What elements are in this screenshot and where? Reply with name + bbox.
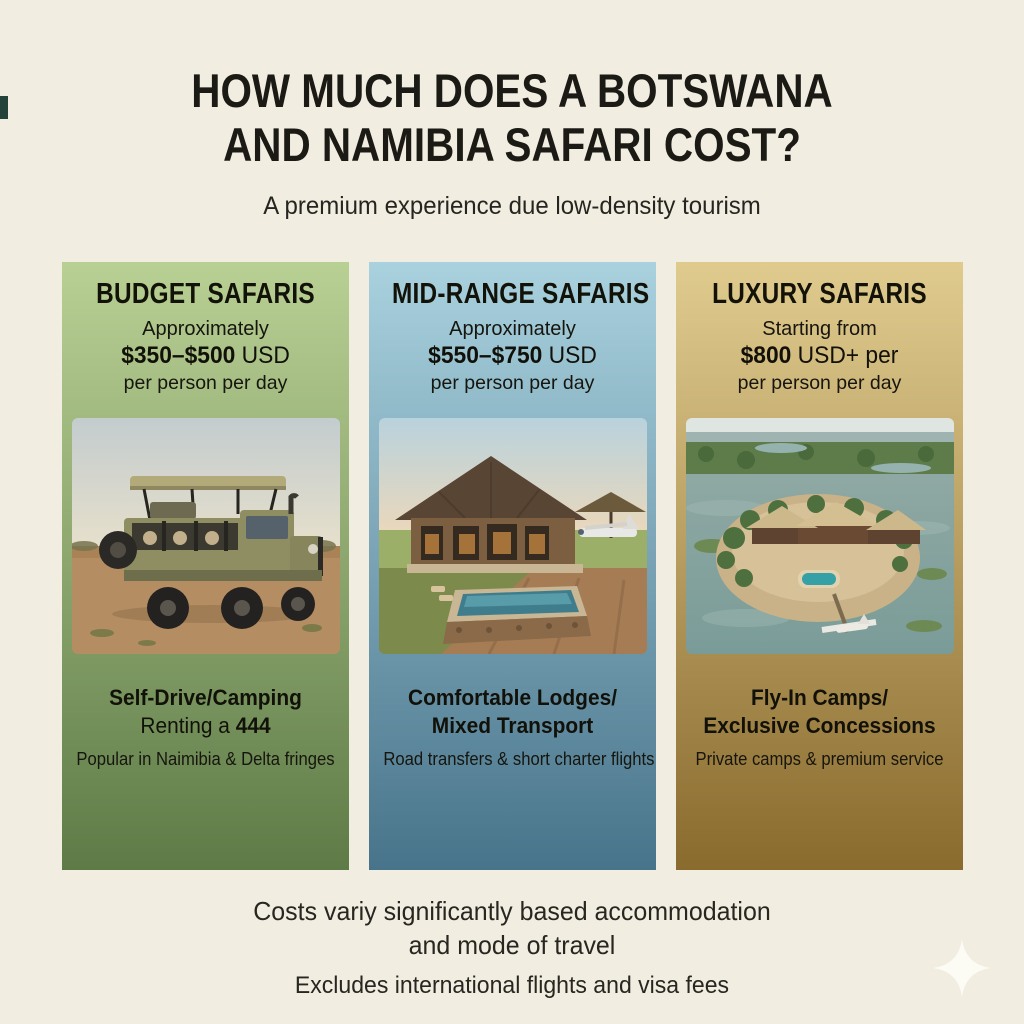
safari-vehicle-photo [71,418,340,654]
price-currency: USD [235,342,290,369]
column-heading: MID-RANGE SAFARIS [391,278,650,310]
lodge-photo [378,418,647,654]
footer-line-2: and mode of travel [408,930,616,960]
price-line: $800 USD+ per [683,341,956,371]
feature-title-2: Renting a 444 [69,712,342,740]
lodge-illustration [378,418,647,654]
price-currency: USD+ per [791,342,899,369]
price-intro: Approximately [449,318,576,340]
feature-title-1: Self-Drive/Camping [109,685,302,710]
feature-title-2-bold: Exclusive Concessions [703,713,936,738]
column-budget: BUDGET SAFARIS Approximately $350–$500 U… [62,262,349,870]
feature-block: Comfortable Lodges/ Mixed Transport Road… [369,684,656,771]
price-intro: Starting from [762,318,877,340]
feature-block: Fly-In Camps/ Exclusive Concessions Priv… [676,684,963,771]
footer-line-3: Excludes international flights and visa … [294,972,730,999]
column-heading: LUXURY SAFARIS [712,278,927,310]
feature-title-2: Exclusive Concessions [683,712,956,740]
feature-title-1: Fly-In Camps/ [750,685,889,710]
price-currency: USD [542,342,597,369]
footer-note: Costs variy significantly based accommod… [0,894,1024,1003]
price-line: $350–$500 USD [69,341,342,371]
column-heading: BUDGET SAFARIS [96,278,315,310]
safari-vehicle-illustration [71,418,340,654]
column-luxury: LUXURY SAFARIS Starting from $800 USD+ p… [676,262,963,870]
price-amount: $550–$750 [428,342,543,369]
page-title: HOW MUCH DOES A BOTSWANA AND NAMIBIA SAFA… [72,64,953,172]
aerial-camp-photo [685,418,954,654]
price-per-day: per person per day [123,372,288,394]
feature-note: Road transfers & short charter flights [383,748,655,769]
feature-note: Popular in Naimibia & Delta fringes [76,748,335,769]
feature-note: Private camps & premium service [695,748,944,769]
feature-title-2: Mixed Transport [376,712,649,740]
column-midrange: MID-RANGE SAFARIS Approximately $550–$75… [369,262,656,870]
price-intro: Approximately [142,318,269,340]
page-title-line2: AND NAMIBIA SAFARI COST? [223,118,801,171]
feature-title-2-bold: Mixed Transport [431,713,594,738]
aerial-camp-illustration [685,418,954,654]
corner-artifact [0,96,8,119]
page-subtitle: A premium experience due low-density tou… [263,192,761,220]
feature-block: Self-Drive/Camping Renting a 444 Popular… [62,684,349,771]
price-line: $550–$750 USD [376,341,649,371]
feature-title-2-bold: 444 [235,713,271,738]
price-per-day: per person per day [737,372,902,394]
page-title-line1: HOW MUCH DOES A BOTSWANA [191,64,833,117]
price-per-day: per person per day [430,372,595,394]
sparkle-icon [933,939,991,997]
footer-line-1: Costs variy significantly based accommod… [253,896,771,926]
header: HOW MUCH DOES A BOTSWANA AND NAMIBIA SAFA… [0,0,1024,221]
pricing-columns: BUDGET SAFARIS Approximately $350–$500 U… [62,262,963,870]
feature-title-2-prefix: Renting a [140,713,236,738]
price-amount: $350–$500 [121,342,236,369]
feature-title-1: Comfortable Lodges/ [407,685,617,710]
price-amount: $800 [740,342,792,369]
